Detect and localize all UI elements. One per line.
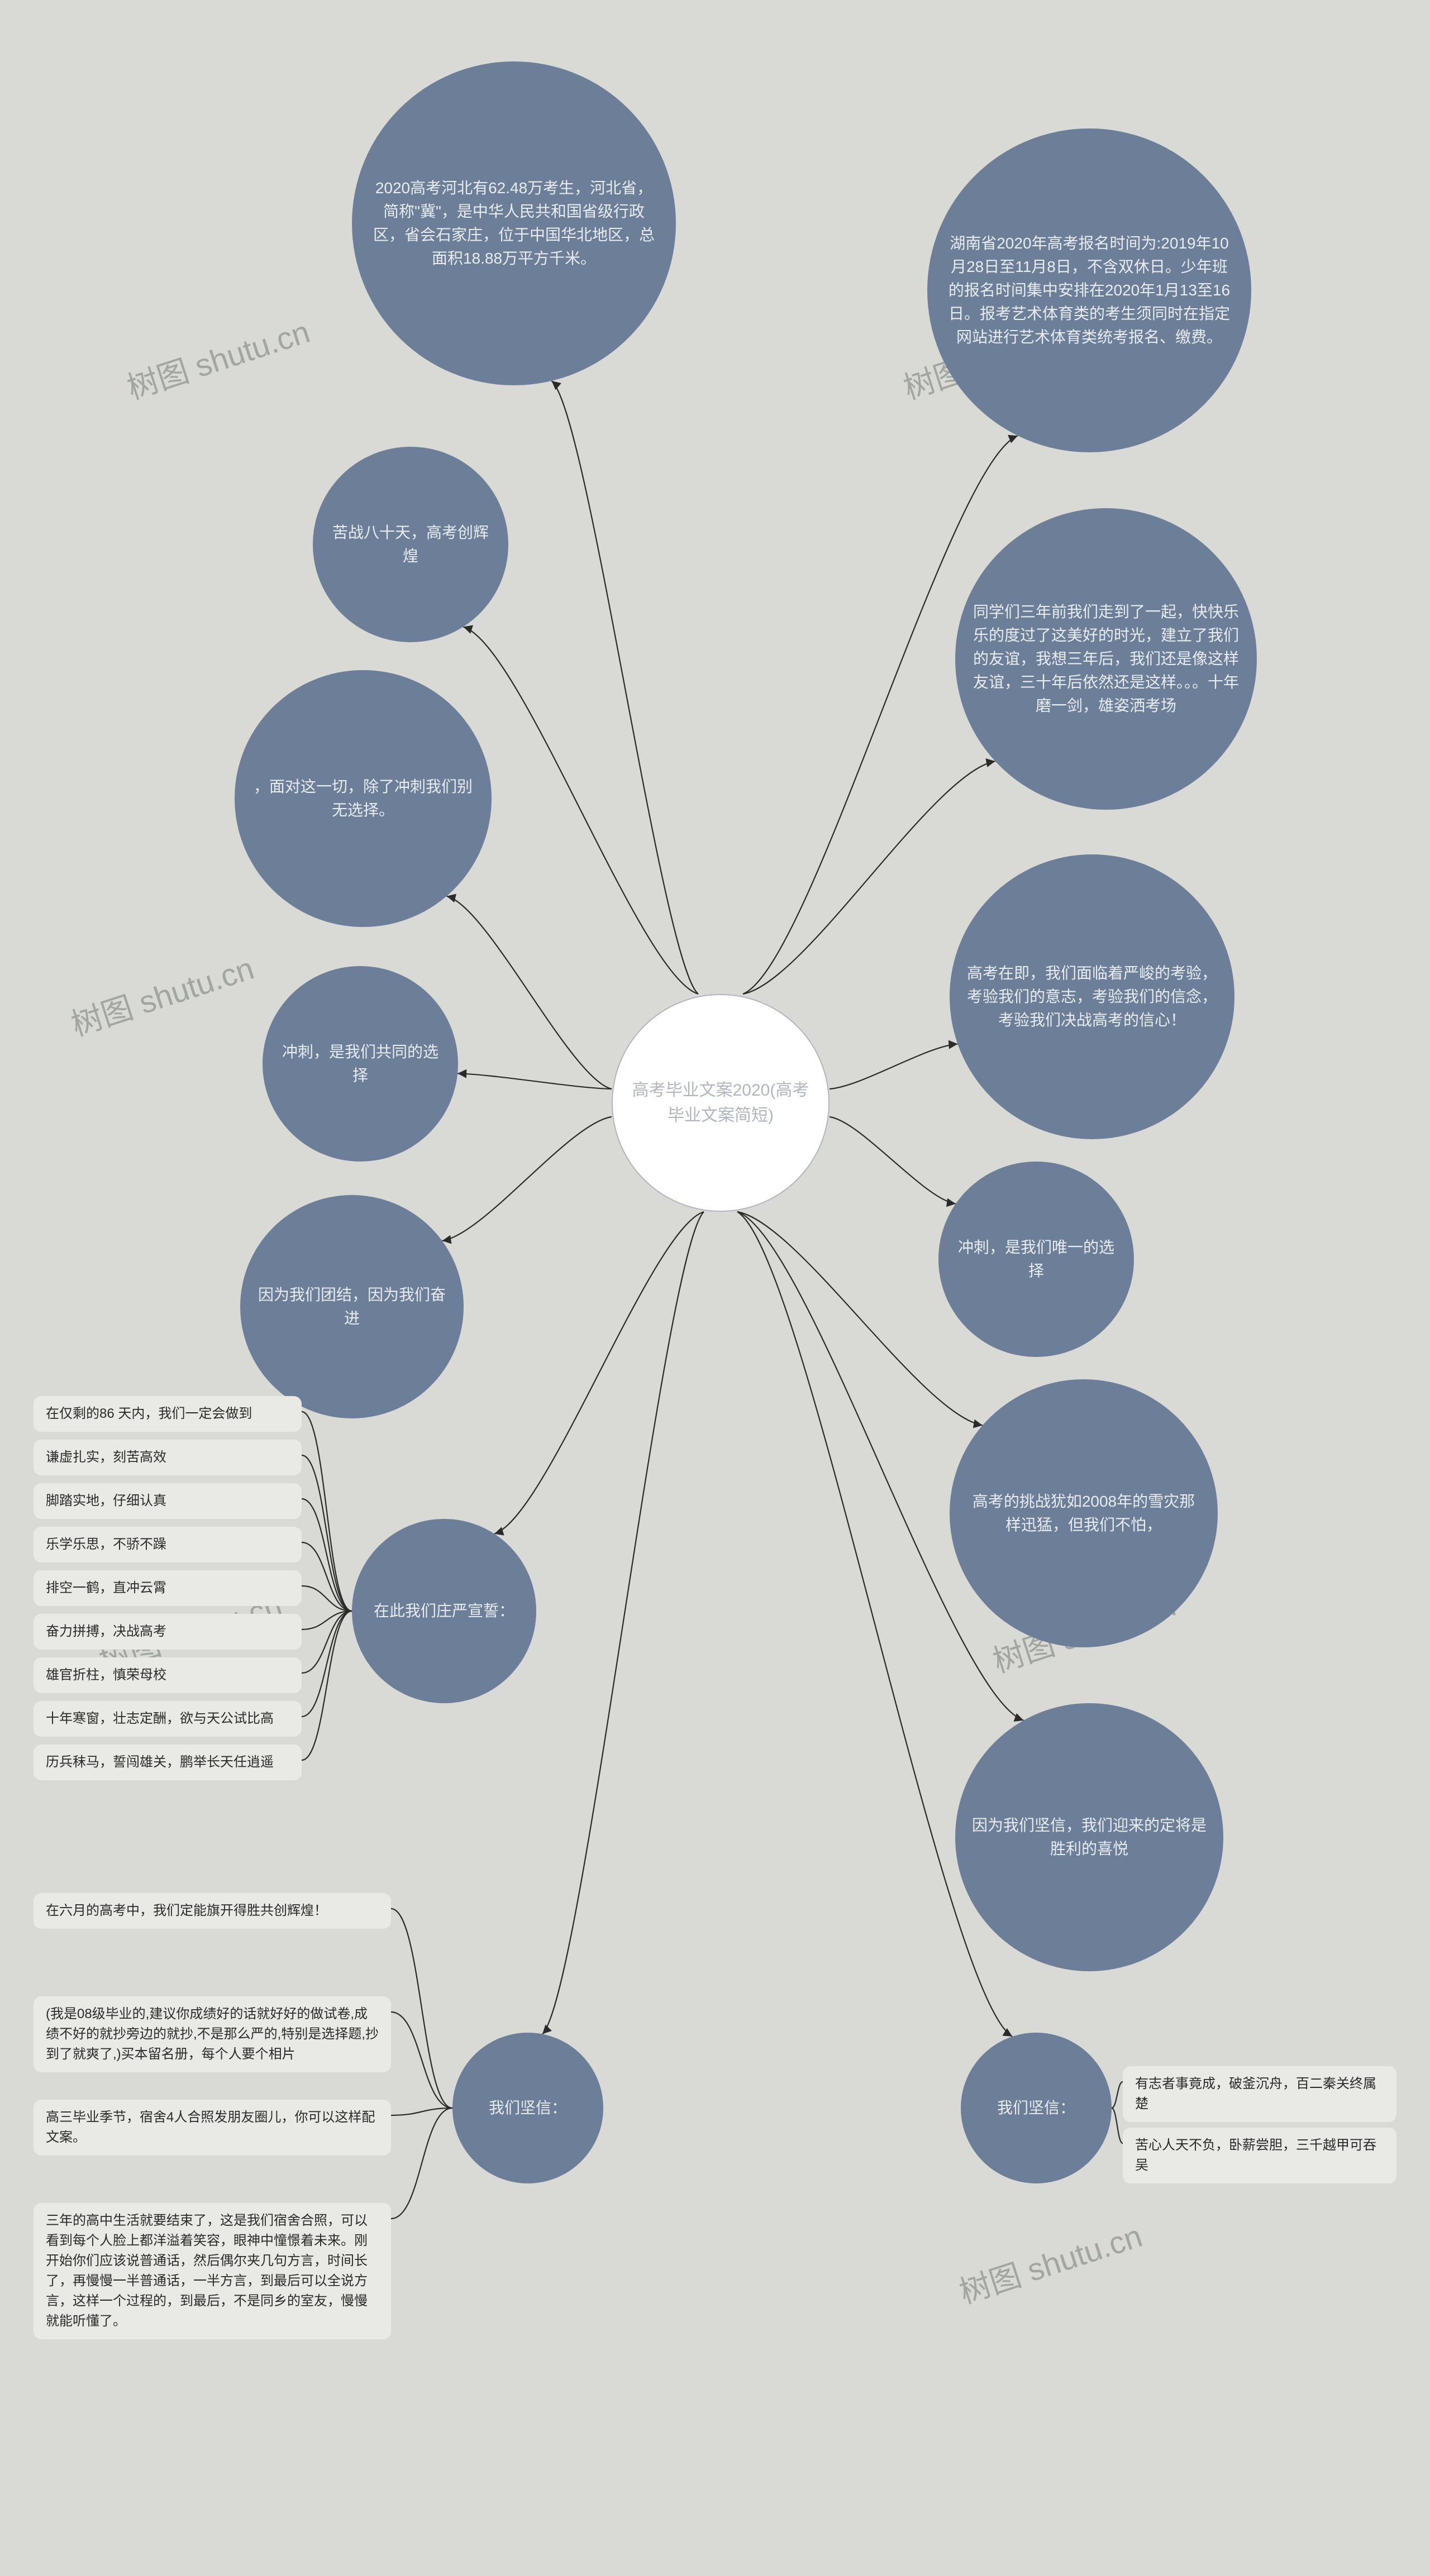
leaf-item: (我是08级毕业的,建议你成绩好的话就好好的做试卷,成绩不好的就抄旁边的就抄,不… [34, 1996, 391, 2072]
branch-node: 苦战八十天，高考创辉煌 [313, 447, 508, 642]
branch-node: 我们坚信： [961, 2033, 1112, 2183]
leaf-item: 十年寒窗，壮志定酬，欲与天公试比高 [34, 1701, 302, 1737]
center-label: 高考毕业文案2020(高考毕业文案简短) [630, 1078, 812, 1128]
center-node: 高考毕业文案2020(高考毕业文案简短) [612, 994, 830, 1212]
leaf-item: 雄官折柱，慎荣母校 [34, 1657, 302, 1693]
leaf-item: 在仅剩的86 天内，我们一定会做到 [34, 1396, 302, 1432]
branch-node: 高考在即，我们面临着严峻的考验，考验我们的意志，考验我们的信念，考验我们决战高考… [950, 854, 1234, 1139]
branch-label: 我们坚信： [489, 2096, 567, 2120]
branch-label: 冲刺，是我们唯一的选择 [955, 1236, 1117, 1283]
branch-label: 冲刺，是我们共同的选择 [279, 1040, 441, 1087]
leaf-label: 有志者事竟成，破釜沉舟，百二秦关终属楚 [1135, 2076, 1376, 2111]
leaf-item: 苦心人天不负，卧薪尝胆，三千越甲可吞吴 [1123, 2128, 1396, 2183]
leaf-item: 在六月的高考中，我们定能旗开得胜共创辉煌！ [34, 1893, 391, 1929]
branch-label: 苦战八十天，高考创辉煌 [330, 521, 492, 568]
leaf-label: 十年寒窗，壮志定酬，欲与天公试比高 [46, 1711, 274, 1726]
branch-node: 冲刺，是我们唯一的选择 [938, 1162, 1134, 1357]
branch-node: 冲刺，是我们共同的选择 [263, 966, 458, 1162]
leaf-item: 三年的高中生活就要结束了，这是我们宿舍合照，可以看到每个人脸上都洋溢着笑容，眼神… [34, 2203, 391, 2339]
branch-node: 我们坚信： [452, 2033, 603, 2183]
leaf-item: 谦虚扎实，刻苦高效 [34, 1440, 302, 1475]
leaf-item: 奋力拼搏，决战高考 [34, 1614, 302, 1650]
branch-label: 因为我们坚信，我们迎来的定将是胜利的喜悦 [972, 1814, 1207, 1861]
branch-label: 2020高考河北有62.48万考生，河北省，简称"冀"，是中华人民共和国省级行政… [369, 176, 659, 270]
branch-node: 因为我们坚信，我们迎来的定将是胜利的喜悦 [955, 1703, 1223, 1971]
watermark: 树图 shutu.cn [953, 2211, 1147, 2313]
branch-label: 同学们三年前我们走到了一起，快快乐乐的度过了这美好的时光，建立了我们的友谊，我想… [972, 600, 1240, 718]
leaf-label: 历兵秣马，誓闯雄关，鹏举长天任逍遥 [46, 1755, 274, 1770]
leaf-label: 谦虚扎实，刻苦高效 [46, 1450, 166, 1465]
branch-label: 高考的挑战犹如2008年的雪灾那样迅猛，但我们不怕， [966, 1490, 1201, 1537]
branch-node: 同学们三年前我们走到了一起，快快乐乐的度过了这美好的时光，建立了我们的友谊，我想… [955, 508, 1257, 810]
watermark: 树图 shutu.cn [65, 944, 259, 1045]
leaf-label: 奋力拼搏，决战高考 [46, 1624, 166, 1639]
leaf-label: (我是08级毕业的,建议你成绩好的话就好好的做试卷,成绩不好的就抄旁边的就抄,不… [46, 2006, 379, 2062]
branch-label: 在此我们庄严宣誓： [374, 1599, 514, 1623]
leaf-label: 在六月的高考中，我们定能旗开得胜共创辉煌！ [46, 1903, 327, 1918]
branch-node: 2020高考河北有62.48万考生，河北省，简称"冀"，是中华人民共和国省级行政… [352, 61, 676, 385]
leaf-label: 乐学乐思，不骄不躁 [46, 1537, 166, 1552]
watermark: 树图 shutu.cn [121, 307, 315, 409]
leaf-item: 高三毕业季节，宿舍4人合照发朋友圈儿，你可以这样配文案。 [34, 2100, 391, 2156]
leaf-item: 有志者事竟成，破釜沉舟，百二秦关终属楚 [1123, 2066, 1396, 2122]
branch-node: ，面对这一切，除了冲刺我们别无选择。 [235, 670, 492, 927]
mindmap-canvas: 树图 shutu.cn树图 shutu.cn树图 shutu.cn树图 shut… [0, 0, 1430, 2576]
branch-node: 湖南省2020年高考报名时间为:2019年10月28日至11月8日，不含双休日。… [927, 128, 1251, 452]
leaf-item: 乐学乐思，不骄不躁 [34, 1527, 302, 1562]
branch-label: 高考在即，我们面临着严峻的考验，考验我们的意志，考验我们的信念，考验我们决战高考… [966, 962, 1218, 1032]
leaf-label: 三年的高中生活就要结束了，这是我们宿舍合照，可以看到每个人脸上都洋溢着笑容，眼神… [46, 2213, 368, 2329]
leaf-item: 历兵秣马，誓闯雄关，鹏举长天任逍遥 [34, 1745, 302, 1780]
leaf-label: 脚踏实地，仔细认真 [46, 1493, 166, 1508]
leaf-label: 排空一鹤，直冲云霄 [46, 1580, 166, 1595]
branch-node: 因为我们团结，因为我们奋进 [240, 1195, 464, 1418]
branch-label: ，面对这一切，除了冲刺我们别无选择。 [251, 775, 475, 822]
leaf-label: 苦心人天不负，卧薪尝胆，三千越甲可吞吴 [1135, 2138, 1376, 2173]
leaf-item: 排空一鹤，直冲云霄 [34, 1570, 302, 1606]
leaf-label: 在仅剩的86 天内，我们一定会做到 [46, 1406, 252, 1421]
branch-label: 我们坚信： [997, 2096, 1075, 2120]
leaf-label: 高三毕业季节，宿舍4人合照发朋友圈儿，你可以这样配文案。 [46, 2110, 375, 2145]
leaf-item: 脚踏实地，仔细认真 [34, 1483, 302, 1519]
branch-node: 高考的挑战犹如2008年的雪灾那样迅猛，但我们不怕， [950, 1379, 1218, 1647]
branch-label: 因为我们团结，因为我们奋进 [257, 1283, 447, 1330]
branch-label: 湖南省2020年高考报名时间为:2019年10月28日至11月8日，不含双休日。… [944, 232, 1234, 349]
leaf-label: 雄官折柱，慎荣母校 [46, 1667, 166, 1683]
branch-node: 在此我们庄严宣誓： [352, 1519, 536, 1703]
